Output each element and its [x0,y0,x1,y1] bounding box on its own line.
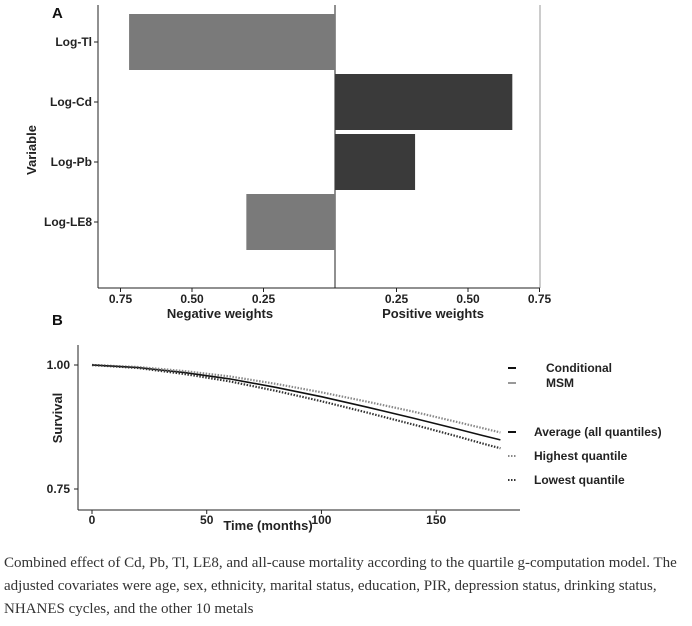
category-label: Log-LE8 [44,215,92,229]
legend-label: Highest quantile [534,449,628,463]
negative-tick-label: 0.75 [109,292,133,306]
positive-weight-bar [335,134,416,190]
legend-label: Conditional [546,361,612,375]
legend-label: Average (all quantiles) [534,425,662,439]
x-tick-label: 100 [311,513,331,527]
y-tick-label: 0.75 [47,482,71,496]
x-tick-label: 50 [200,513,214,527]
x-tick-label: 150 [426,513,446,527]
panel-b: B Survival 0 50 100 150 1.00 0.75 Conditional… [47,312,662,533]
panel-b-x-axis-title: Time (months) [223,518,312,533]
legend-label: MSM [546,376,574,390]
figure-caption: Combined effect of Cd, Pb, Tl, LE8, and … [4,555,677,617]
x-tick-label: 0 [89,513,96,527]
category-label: Log-Tl [55,35,92,49]
positive-tick-label: 0.25 [385,292,409,306]
figure: A Variable Log-Tl Log-Cd Log-Pb Log-LE8 0.7… [24,5,662,533]
panel-a-y-axis-title: Variable [24,125,39,175]
panel-b-y-axis-title: Survival [50,393,65,444]
negative-tick-label: 0.25 [252,292,276,306]
category-label: Log-Cd [50,95,92,109]
negative-weights-axis-title: Negative weights [167,306,273,321]
panel-b-label: B [52,312,63,329]
negative-weight-bar [129,14,335,70]
positive-weights-axis-title: Positive weights [382,306,484,321]
positive-tick-label: 0.75 [528,292,552,306]
negative-tick-label: 0.50 [180,292,204,306]
negative-weight-bar [246,194,335,250]
positive-weight-bar [335,74,513,130]
survival-curve [91,364,501,441]
panel-a: A Variable Log-Tl Log-Cd Log-Pb Log-LE8 0.7… [24,5,552,321]
panel-a-label: A [52,5,63,22]
legend-label: Lowest quantile [534,473,625,487]
survival-curve [91,363,501,450]
positive-tick-label: 0.50 [456,292,480,306]
survival-curve [91,363,501,434]
y-tick-label: 1.00 [47,358,71,372]
category-label: Log-Pb [51,155,92,169]
